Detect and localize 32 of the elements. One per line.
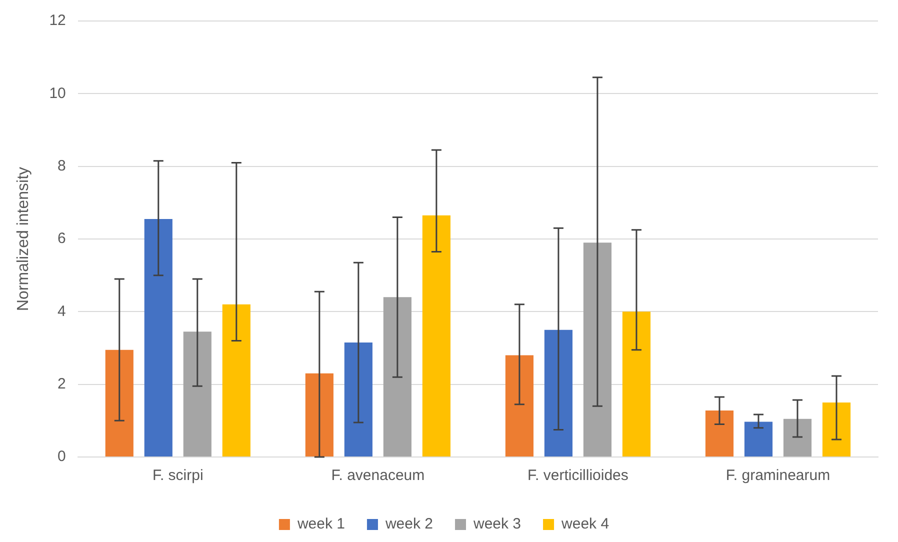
bar	[305, 373, 334, 456]
x-tick-label: F. scirpi	[152, 467, 204, 484]
legend-label: week 1	[296, 516, 345, 533]
bar	[705, 410, 734, 456]
bar	[583, 242, 612, 456]
bar	[222, 304, 250, 456]
bar	[105, 350, 134, 456]
bar	[822, 402, 851, 456]
x-tick-label: F. verticillioides	[528, 467, 628, 484]
legend-label: week 3	[472, 516, 522, 533]
bar	[344, 342, 372, 456]
bar	[783, 418, 812, 456]
bar	[505, 355, 534, 456]
bar	[383, 297, 412, 456]
bar	[422, 215, 450, 456]
y-tick-label: 2	[58, 375, 66, 392]
y-tick-label: 10	[49, 84, 66, 102]
bar	[622, 312, 651, 456]
bar	[744, 422, 773, 456]
y-tick-label: 0	[58, 448, 66, 466]
y-tick-label: 8	[58, 157, 66, 174]
y-tick-label: 4	[58, 302, 66, 320]
bar	[544, 330, 572, 456]
x-tick-label: F. avenaceum	[331, 467, 425, 484]
legend-label: week 2	[384, 516, 434, 533]
legend-label: week 4	[560, 516, 610, 533]
x-tick-label: F. graminearum	[726, 467, 830, 484]
bar	[144, 219, 172, 456]
y-tick-label: 6	[58, 230, 66, 248]
y-axis-title: Normalized intensity	[15, 166, 32, 312]
bar	[183, 332, 212, 456]
y-tick-label: 12	[49, 12, 66, 30]
